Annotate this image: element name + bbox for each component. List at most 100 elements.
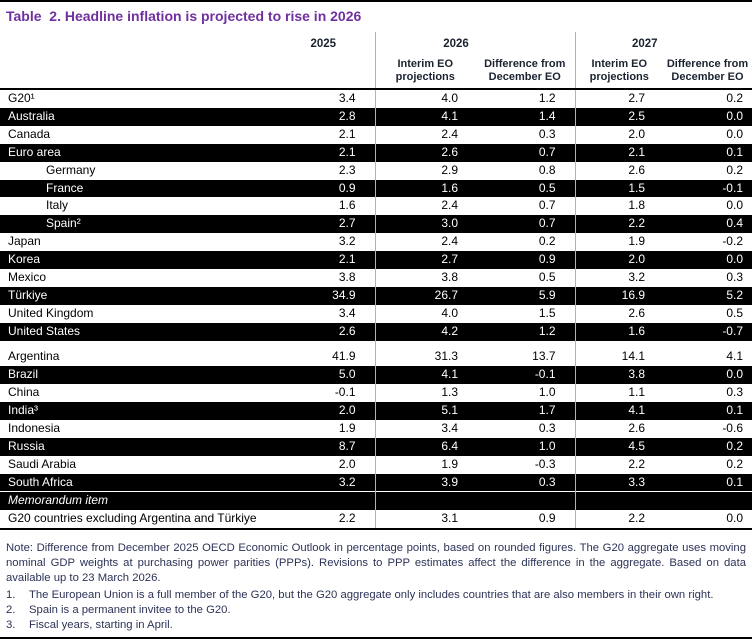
value-cell: 2.1 <box>338 126 356 141</box>
value-cell: 2.2 <box>574 455 663 474</box>
value-cell: 3.4 <box>338 305 356 320</box>
value-cell: 0.2 <box>726 91 743 105</box>
value-cell: 3.4 <box>374 419 475 438</box>
value-cell: 2.0 <box>574 125 663 144</box>
table-row: United States 2.6 4.2 1.2 1.6 -0.7 <box>0 322 752 341</box>
value-cell: 2.7 <box>338 216 356 231</box>
value-cell: 0.3 <box>726 270 743 285</box>
table-row: Saudi Arabia 2.0 1.9 -0.3 2.2 0.2 <box>0 455 752 474</box>
value-cell: 2.7 <box>574 89 663 108</box>
value-cell: 0.1 <box>726 402 743 417</box>
value-cell: 1.6 <box>574 322 663 341</box>
value-cell: 2.0 <box>574 251 663 270</box>
value-cell: 1.8 <box>574 197 663 216</box>
value-cell: 2.9 <box>374 161 475 180</box>
value-cell: 1.2 <box>538 323 556 338</box>
value-cell: -0.6 <box>722 420 743 435</box>
row-label: Argentina <box>8 349 60 364</box>
value-cell: 0.5 <box>726 305 743 320</box>
table-row: United Kingdom 3.4 4.0 1.5 2.6 0.5 <box>0 304 752 323</box>
value-cell: 0.5 <box>538 270 556 285</box>
value-cell: 5.0 <box>338 367 356 382</box>
value-cell: 16.9 <box>574 286 663 305</box>
value-cell: 31.3 <box>374 348 475 367</box>
value-cell: 3.8 <box>338 270 356 285</box>
value-cell: 0.9 <box>538 252 556 267</box>
col-year-2026: 2026 <box>374 32 575 50</box>
value-cell <box>374 340 475 349</box>
value-cell: 1.9 <box>574 233 663 252</box>
value-cell: 2.6 <box>338 323 356 338</box>
footnote-1: 1. The European Union is a full member o… <box>6 588 746 603</box>
value-cell: 0.0 <box>726 126 743 141</box>
row-label: Canada <box>8 126 51 141</box>
table-body: G20¹ 3.4 4.0 1.2 2.7 0.2 Australia 2.8 4.1 1.4 2.5… <box>0 89 752 530</box>
value-cell: 2.1 <box>338 144 356 159</box>
value-cell: 34.9 <box>332 287 356 302</box>
header-spacer <box>0 50 300 89</box>
table-row: France 0.9 1.6 0.5 1.5 -0.1 <box>0 179 752 198</box>
value-cell: 3.2 <box>574 269 663 287</box>
value-cell: 4.1 <box>374 107 475 126</box>
row-label: Türkiye <box>8 287 48 302</box>
value-cell: 2.3 <box>338 162 356 177</box>
table-row: Australia 2.8 4.1 1.4 2.5 0.0 <box>0 107 752 126</box>
value-cell: 3.8 <box>374 269 475 287</box>
value-cell: 0.0 <box>726 198 743 213</box>
value-cell: 4.1 <box>574 401 663 420</box>
footnote-2: 2. Spain is a permanent invitee to the G… <box>6 603 746 618</box>
value-cell: 2.8 <box>338 108 356 123</box>
value-cell: 0.0 <box>726 252 743 267</box>
value-cell: 0.7 <box>538 198 556 213</box>
value-cell: 0.3 <box>538 474 556 489</box>
subheader-row: Interim EO projections Difference from D… <box>0 50 752 89</box>
header-spacer <box>0 32 300 50</box>
row-label: France <box>46 180 84 195</box>
col-interim-projections-2027: Interim EO projections <box>574 50 663 89</box>
table-row: Germany 2.3 2.9 0.8 2.6 0.2 <box>0 161 752 180</box>
value-cell: 2.5 <box>574 107 663 126</box>
value-cell: 8.7 <box>338 438 356 453</box>
value-cell: 1.2 <box>538 91 556 105</box>
value-cell: 1.7 <box>538 402 556 417</box>
value-cell: 2.6 <box>574 161 663 180</box>
value-cell: 4.2 <box>374 322 475 341</box>
value-cell: 2.6 <box>574 304 663 323</box>
value-cell: 2.0 <box>338 456 356 471</box>
value-cell: 13.7 <box>532 349 556 364</box>
table-row: Brazil 5.0 4.1 -0.1 3.8 0.0 <box>0 366 752 384</box>
value-cell: 1.9 <box>338 420 356 435</box>
row-label: Spain² <box>46 216 81 231</box>
value-cell: 2.4 <box>374 233 475 252</box>
value-cell: 0.7 <box>538 144 556 159</box>
row-label: Russia <box>8 438 45 453</box>
value-cell: 0.5 <box>538 180 556 195</box>
table-row: Spain² 2.7 3.0 0.7 2.2 0.4 <box>0 215 752 234</box>
value-cell: 0.3 <box>538 126 556 141</box>
value-cell <box>300 340 375 349</box>
value-cell: 2.0 <box>338 402 356 417</box>
row-label: Italy <box>46 198 69 213</box>
value-cell: 1.6 <box>374 179 475 198</box>
row-label: China <box>8 385 40 399</box>
table-row: G20¹ 3.4 4.0 1.2 2.7 0.2 <box>0 89 752 108</box>
value-cell <box>475 340 575 349</box>
value-cell: 41.9 <box>332 349 356 364</box>
value-cell: -0.1 <box>334 385 356 399</box>
value-cell: 0.0 <box>726 108 743 123</box>
row-label: Germany <box>46 162 96 177</box>
value-cell: 6.4 <box>374 437 475 456</box>
value-cell: 2.7 <box>374 251 475 270</box>
value-cell: 1.5 <box>574 179 663 198</box>
value-cell <box>574 491 663 511</box>
value-cell: 4.5 <box>574 437 663 456</box>
value-cell: 0.3 <box>538 420 556 435</box>
table-row: Korea 2.1 2.7 0.9 2.0 0.0 <box>0 251 752 270</box>
value-cell: 14.1 <box>574 348 663 367</box>
row-label: Australia <box>8 108 55 123</box>
value-cell: 1.9 <box>374 455 475 474</box>
row-label: United Kingdom <box>8 305 94 320</box>
row-label <box>0 340 300 349</box>
table-row: Argentina 41.9 31.3 13.7 14.1 4.1 <box>0 348 752 367</box>
